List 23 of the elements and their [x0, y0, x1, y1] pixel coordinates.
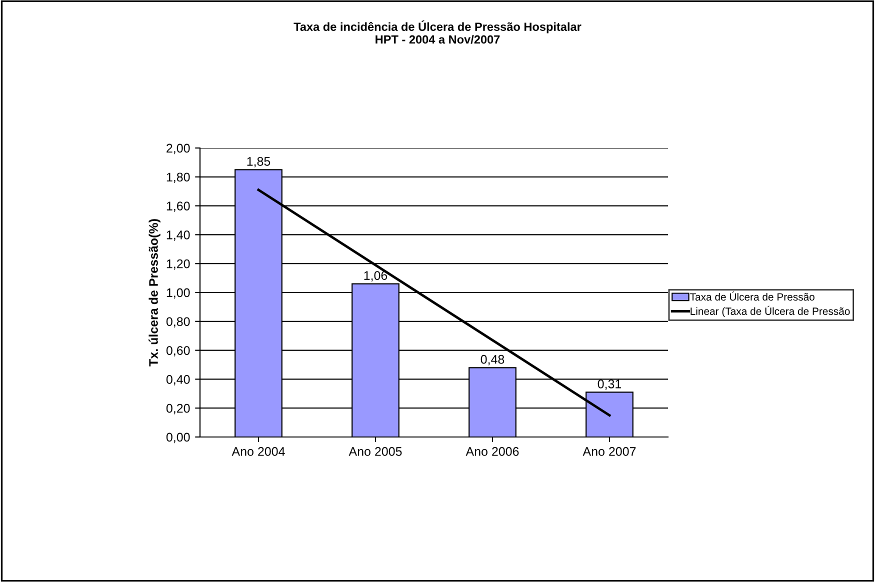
x-tick-label: Ano 2006	[466, 447, 519, 456]
x-tick-label: Ano 2004	[232, 447, 285, 456]
y-tick-label: 2,00	[166, 144, 190, 154]
legend-label: Taxa de Úlcera de Pressão	[690, 292, 814, 301]
y-tick-label: 0,80	[166, 317, 190, 328]
y-tick-label: 1,20	[166, 259, 190, 270]
y-axis-title: Tx. úlcera de Pressão(%)	[148, 219, 160, 366]
y-tick-label: 0,40	[166, 375, 190, 386]
y-tick-label: 1,00	[166, 288, 190, 299]
y-tick-label: 1,40	[166, 230, 190, 241]
chart-title: Taxa de incidência de Úlcera de Pressão Hospitalar HPT - 2004 a Nov/2007	[294, 20, 582, 44]
data-label: 1,85	[247, 156, 270, 168]
data-label: 0,48	[480, 354, 504, 366]
y-tick-label: 0,60	[166, 346, 190, 356]
y-tick-label: 0,20	[166, 404, 190, 414]
data-label: 0,31	[598, 379, 622, 390]
legend-label: Linear (Taxa de Úlcera de Pressão	[690, 306, 850, 318]
x-tick-label: Ano 2007	[582, 447, 636, 456]
y-tick-label: 1,80	[166, 172, 190, 184]
data-label: 1,06	[364, 271, 388, 282]
y-tick-label: 0,00	[166, 432, 190, 444]
x-tick-label: Ano 2005	[348, 447, 402, 456]
y-tick-label: 1,60	[166, 202, 190, 212]
